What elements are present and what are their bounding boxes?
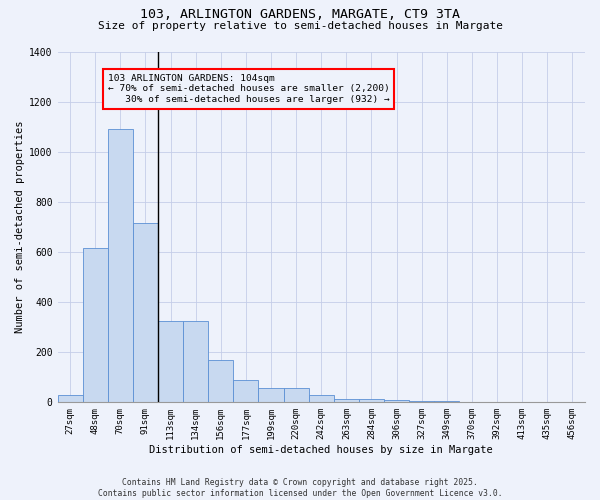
Bar	[284, 388, 309, 402]
Bar	[409, 401, 434, 402]
Text: 103 ARLINGTON GARDENS: 104sqm
← 70% of semi-detached houses are smaller (2,200)
: 103 ARLINGTON GARDENS: 104sqm ← 70% of s…	[108, 74, 389, 104]
Bar	[259, 388, 284, 402]
Bar	[384, 400, 409, 402]
Bar	[359, 398, 384, 402]
Bar	[309, 395, 334, 402]
Text: 103, ARLINGTON GARDENS, MARGATE, CT9 3TA: 103, ARLINGTON GARDENS, MARGATE, CT9 3TA	[140, 8, 460, 20]
X-axis label: Distribution of semi-detached houses by size in Margate: Distribution of semi-detached houses by …	[149, 445, 493, 455]
Bar	[108, 129, 133, 402]
Bar	[334, 398, 359, 402]
Bar	[133, 223, 158, 402]
Text: Size of property relative to semi-detached houses in Margate: Size of property relative to semi-detach…	[97, 21, 503, 31]
Bar	[434, 401, 460, 402]
Bar	[158, 321, 183, 402]
Bar	[83, 248, 108, 402]
Bar	[208, 360, 233, 403]
Bar	[233, 380, 259, 402]
Bar	[58, 395, 83, 402]
Y-axis label: Number of semi-detached properties: Number of semi-detached properties	[15, 120, 25, 333]
Bar	[183, 321, 208, 402]
Text: Contains HM Land Registry data © Crown copyright and database right 2025.
Contai: Contains HM Land Registry data © Crown c…	[98, 478, 502, 498]
